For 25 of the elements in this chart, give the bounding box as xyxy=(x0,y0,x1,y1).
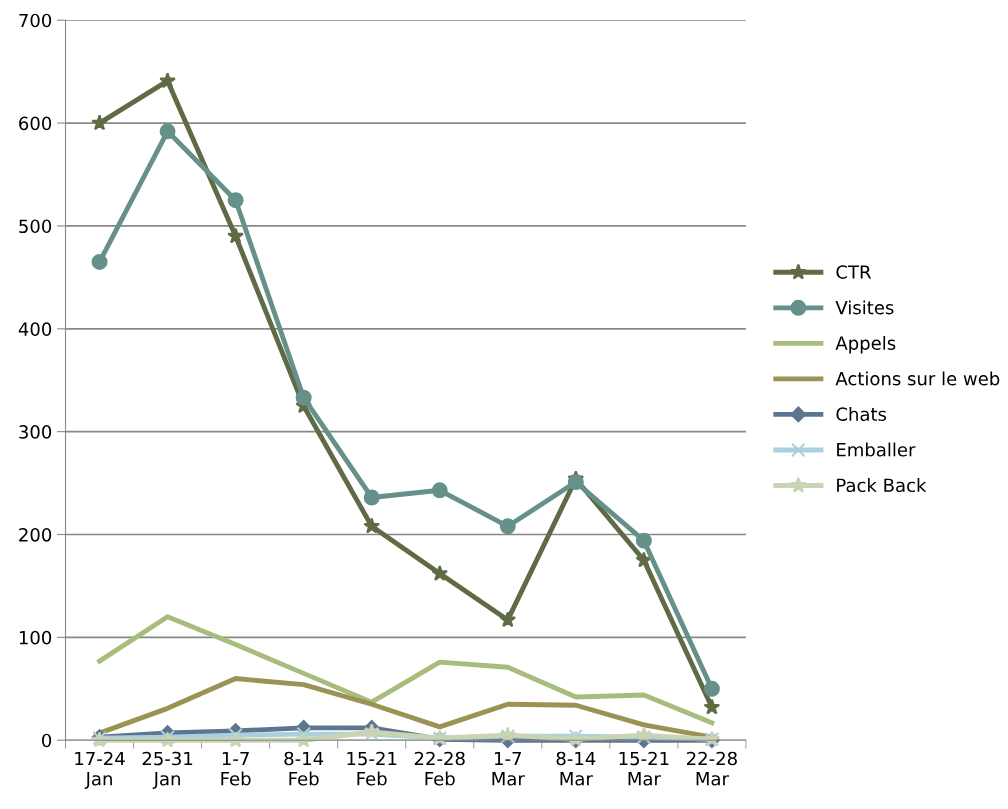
x-tick-label: 8-14 Feb xyxy=(284,751,324,786)
x-tick-label: 1-7 Feb xyxy=(221,751,251,786)
x-tick-label: 1-7 Mar xyxy=(492,751,525,786)
x-tick-label: 15-21 Mar xyxy=(619,751,669,786)
y-tick-label: 300 xyxy=(19,425,52,439)
x-tick-label: 17-24 Jan xyxy=(75,751,125,789)
y-tick-label: 700 xyxy=(19,13,52,28)
legend-label: Emballer xyxy=(837,442,916,457)
y-tick-label: 600 xyxy=(19,116,52,131)
x-tick-label: 25-31 Jan xyxy=(142,751,193,789)
legend-label: Pack Back xyxy=(837,478,927,493)
x-tick-label: 8-14 Mar xyxy=(556,751,596,786)
legend-label: Chats xyxy=(836,407,887,421)
x-tick-label: 22-28 Mar xyxy=(686,751,737,786)
legend-label: Actions sur le web xyxy=(835,371,1000,386)
legend-label: Visites xyxy=(835,300,894,315)
legend-label: Appels xyxy=(835,335,896,354)
y-tick-label: 400 xyxy=(18,322,52,336)
x-tick-label: 15-21 Feb xyxy=(347,751,397,786)
y-tick-label: 500 xyxy=(19,219,52,234)
y-tick-label: 0 xyxy=(42,733,52,748)
y-tick-label: 100 xyxy=(19,630,52,645)
y-tick-label: 200 xyxy=(19,527,52,542)
x-tick-label: 22-28 Feb xyxy=(414,751,465,786)
legend-label: CTR xyxy=(836,265,872,279)
